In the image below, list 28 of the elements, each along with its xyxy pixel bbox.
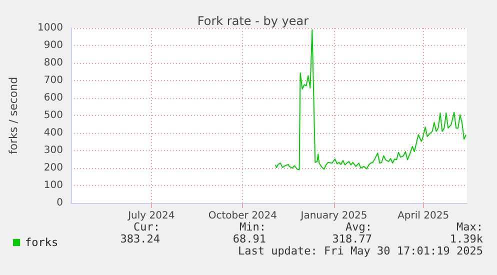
y-tick-label: 800 [44, 58, 63, 68]
chart-title: Fork rate - by year [197, 14, 309, 28]
x-tick-label: July 2024 [127, 210, 175, 222]
y-tick-label: 1000 [38, 22, 63, 34]
text: Min: [240, 220, 266, 234]
text: 318.77 [332, 232, 372, 246]
text: Avg: [346, 220, 372, 234]
y-tick-label: 700 [44, 75, 63, 86]
line-series [274, 29, 467, 170]
y-tick-label: 300 [44, 145, 63, 156]
text: Cur: [134, 220, 160, 234]
text: Max: [456, 220, 483, 234]
y-tick-label: 600 [44, 92, 63, 104]
y-axis-title: forks / second [7, 76, 20, 154]
y-tick-label: 100 [44, 180, 63, 191]
text: 68.91 [232, 232, 266, 246]
text: 1.39k [450, 232, 484, 246]
x-tick-label: April 2025 [398, 210, 450, 222]
x-tick-label: January 2025 [300, 210, 368, 222]
text: Last update: Fri May 30 17:01:19 2025 [238, 244, 483, 258]
y-tick-label: 500 [44, 110, 63, 121]
x-tick-label: October 2024 [208, 210, 278, 222]
y-tick-label: 400 [44, 128, 63, 138]
text: 383.24 [120, 232, 160, 246]
y-tick-label: 200 [44, 162, 63, 174]
y-tick-label: 0 [56, 198, 63, 208]
y-tick-label: 900 [44, 40, 63, 51]
legend-label: forks [25, 236, 58, 249]
